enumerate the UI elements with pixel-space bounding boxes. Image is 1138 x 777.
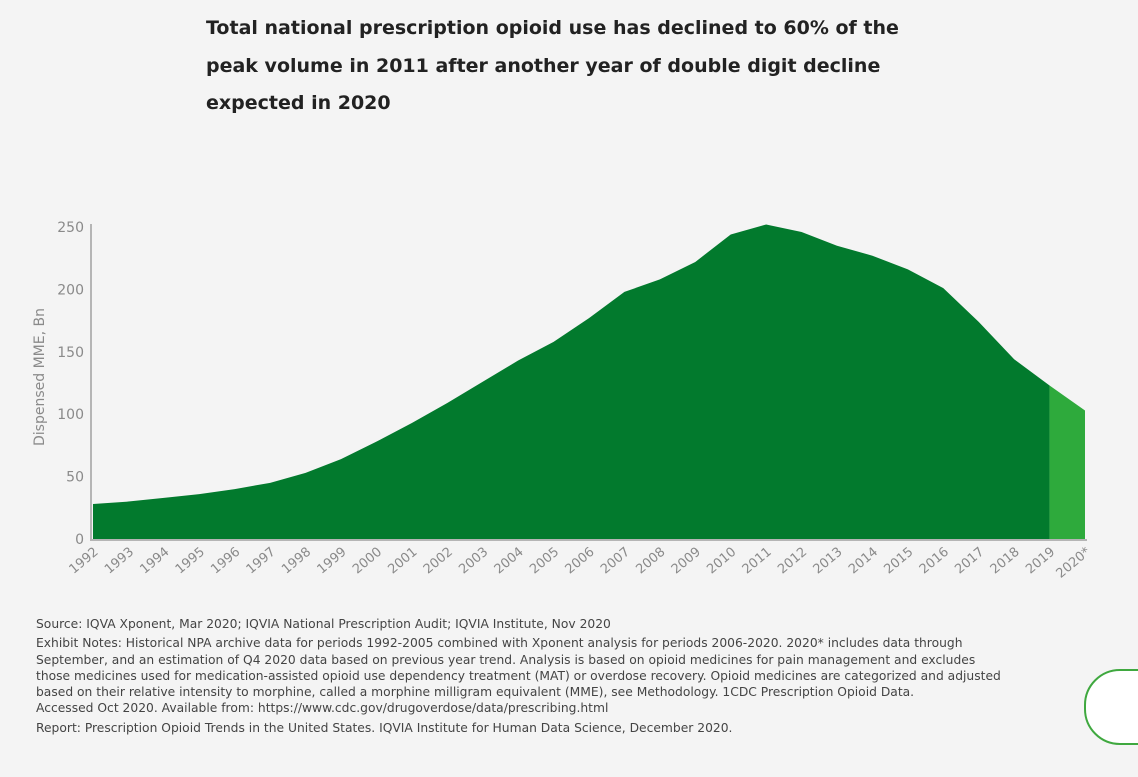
x-tick-label: 2012 bbox=[775, 545, 810, 578]
x-tick-label: 2013 bbox=[811, 545, 846, 578]
x-tick-label: 2002 bbox=[421, 545, 456, 578]
x-tick-label: 2006 bbox=[563, 545, 598, 578]
x-tick-label: 2000 bbox=[350, 545, 385, 578]
x-tick-label: 1995 bbox=[173, 545, 208, 578]
x-tick-label: 1997 bbox=[244, 545, 279, 578]
x-tick-label: 2018 bbox=[988, 545, 1023, 578]
y-tick-label: 50 bbox=[66, 470, 84, 486]
x-tick-label: 2007 bbox=[598, 545, 633, 578]
y-tick-label: 250 bbox=[57, 220, 84, 236]
y-tick-label: 200 bbox=[57, 282, 84, 298]
exhibit-note-line: Exhibit Notes: Historical NPA archive da… bbox=[36, 636, 963, 651]
source-note: Source: IQVA Xponent, Mar 2020; IQVIA Na… bbox=[36, 617, 611, 631]
x-tick-label: 2020* bbox=[1054, 544, 1094, 581]
x-tick-label: 2004 bbox=[492, 545, 527, 578]
x-tick-labels: 1992 1993 1994 1995 1996 1997 1998 1999 2000 2001… bbox=[67, 544, 1094, 581]
y-tick-label: 150 bbox=[57, 345, 84, 361]
y-tick-label: 0 bbox=[75, 532, 84, 548]
x-tick-label: 1999 bbox=[315, 545, 350, 578]
x-tick-label: 1996 bbox=[208, 545, 243, 578]
x-tick-label: 2010 bbox=[704, 545, 739, 578]
area-historical bbox=[93, 224, 1050, 539]
area-estimate bbox=[1049, 385, 1085, 539]
x-tick-label: 1992 bbox=[67, 545, 102, 578]
exhibit-note-line: September, and an estimation of Q4 2020 … bbox=[36, 652, 976, 667]
x-tick-label: 1998 bbox=[279, 545, 314, 578]
y-tick-labels: 0 50 100 150 200 250 bbox=[57, 220, 84, 548]
x-tick-label: 1994 bbox=[137, 545, 172, 578]
exhibit-note-line: those medicines used for medication-assi… bbox=[36, 668, 1001, 683]
y-axis-label: Dispensed MME, Bn bbox=[32, 308, 48, 446]
x-tick-label: 2014 bbox=[846, 545, 881, 578]
y-tick-label: 100 bbox=[57, 407, 84, 423]
axis-layer bbox=[90, 224, 1087, 541]
x-tick-label: 2015 bbox=[881, 545, 916, 578]
report-note: Report: Prescription Opioid Trends in th… bbox=[36, 720, 733, 735]
x-tick-label: 2011 bbox=[740, 545, 775, 578]
x-tick-label: 2008 bbox=[633, 545, 668, 578]
footnotes: Source: IQVA Xponent, Mar 2020; IQVIA Na… bbox=[36, 616, 1076, 736]
exhibit-note-line: Accessed Oct 2020. Available from: https… bbox=[36, 701, 609, 716]
x-tick-label: 2003 bbox=[456, 545, 491, 578]
exhibit-note-line: based on their relative intensity to mor… bbox=[36, 685, 915, 700]
x-tick-label: 2016 bbox=[917, 545, 952, 578]
area-layer bbox=[93, 224, 1085, 539]
x-tick-label: 2001 bbox=[385, 545, 420, 578]
chat-bubble-button[interactable] bbox=[1084, 669, 1138, 745]
chart-title: Total national prescription opioid use h… bbox=[206, 17, 899, 114]
x-tick-label: 2019 bbox=[1023, 545, 1058, 578]
x-tick-label: 2009 bbox=[669, 545, 704, 578]
x-tick-label: 2017 bbox=[952, 545, 987, 578]
x-tick-label: 2005 bbox=[527, 545, 562, 578]
x-tick-label: 1993 bbox=[102, 545, 137, 578]
